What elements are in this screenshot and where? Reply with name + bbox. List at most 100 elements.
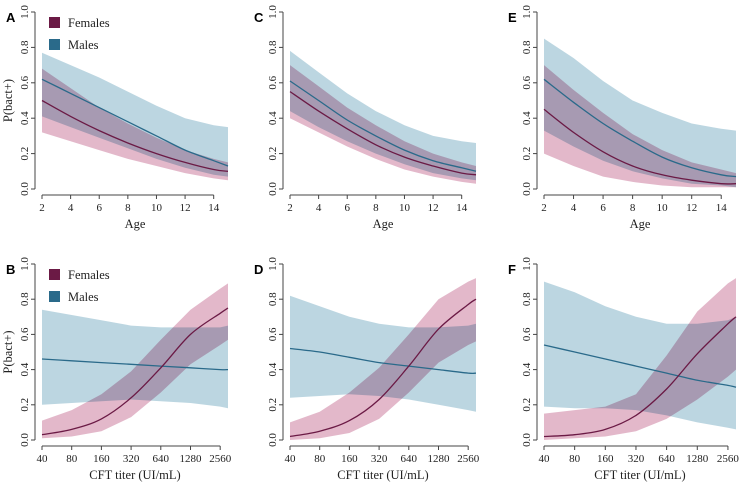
y-tick-label: 1.0 bbox=[19, 257, 31, 271]
y-tick-label: 0.2 bbox=[19, 147, 31, 161]
x-tick-label: 2 bbox=[541, 202, 547, 214]
y-tick-label: 0.2 bbox=[267, 398, 279, 412]
panel-letter: F bbox=[508, 262, 516, 277]
x-tick-label: 4 bbox=[571, 202, 577, 214]
x-tick-label: 4 bbox=[316, 202, 322, 214]
series-line-females bbox=[543, 316, 737, 438]
x-tick-label: 10 bbox=[151, 202, 163, 214]
x-tick-label: 10 bbox=[399, 202, 411, 214]
ci-band-females bbox=[290, 65, 476, 184]
legend-swatch-females bbox=[49, 269, 60, 280]
ci-band-males bbox=[290, 295, 476, 412]
x-tick-label: 40 bbox=[37, 453, 49, 465]
series-line-females bbox=[543, 108, 737, 185]
legend: Females Males bbox=[49, 268, 110, 304]
panel-letter: E bbox=[508, 10, 517, 25]
y-tick-label: 0.6 bbox=[19, 75, 31, 89]
x-tick-label: 14 bbox=[716, 202, 728, 214]
x-tick-label: 2560 bbox=[717, 453, 740, 465]
x-tick-label: 2560 bbox=[457, 453, 480, 465]
y-tick-label: 0.8 bbox=[19, 292, 31, 306]
y-tick-label: 0.8 bbox=[267, 40, 279, 54]
x-tick-label: 1280 bbox=[179, 453, 202, 465]
y-tick-label: 0.6 bbox=[521, 75, 533, 89]
legend-label: Males bbox=[68, 290, 99, 304]
y-axis-title: P(bact+) bbox=[1, 79, 15, 122]
panel-letter: A bbox=[6, 10, 16, 25]
x-tick-label: 2560 bbox=[209, 453, 232, 465]
series-line-females bbox=[41, 307, 229, 436]
ci-band-males bbox=[290, 50, 476, 181]
y-tick-label: 0.0 bbox=[19, 182, 31, 196]
axes-f: 0.0 0.2 0.4 0.6 0.8 1.0 40 80 160 320 640 1280 2560 bbox=[521, 257, 739, 465]
y-tick-label: 0.6 bbox=[267, 327, 279, 341]
series-line-females bbox=[41, 99, 229, 172]
y-axis-title: P(bact+) bbox=[1, 330, 15, 373]
series-line-females bbox=[289, 91, 477, 176]
legend-swatch-males bbox=[49, 291, 60, 302]
y-tick-label: 0.0 bbox=[521, 433, 533, 447]
legend-swatch-males bbox=[49, 39, 60, 50]
y-tick-label: 0.0 bbox=[19, 433, 31, 447]
x-axis-title: Age bbox=[630, 217, 651, 231]
series-line-males bbox=[543, 344, 737, 388]
y-tick-label: 0.0 bbox=[267, 433, 279, 447]
x-tick-label: 1280 bbox=[427, 453, 450, 465]
y-tick-label: 1.0 bbox=[521, 257, 533, 271]
ci-band-females bbox=[42, 68, 228, 181]
x-tick-label: 8 bbox=[125, 202, 131, 214]
series-line-males bbox=[543, 78, 737, 178]
legend-label: Males bbox=[68, 38, 99, 52]
legend-swatch-females bbox=[49, 17, 60, 28]
panel-letter: C bbox=[254, 10, 264, 25]
x-tick-label: 10 bbox=[657, 202, 669, 214]
axes-e: 0.0 0.2 0.4 0.6 0.8 1.0 2 4 6 8 10 12 14 bbox=[521, 5, 727, 214]
panel-b: 0.0 0.2 0.4 0.6 0.8 1.0 40 80 160 320 640 1280 2560 C… bbox=[1, 257, 232, 482]
x-tick-label: 320 bbox=[123, 453, 140, 465]
panel-letter: D bbox=[254, 262, 263, 277]
y-tick-label: 0.4 bbox=[19, 362, 31, 376]
x-tick-label: 640 bbox=[401, 453, 418, 465]
x-tick-label: 160 bbox=[93, 453, 110, 465]
panel-d: 0.0 0.2 0.4 0.6 0.8 1.0 40 80 160 320 640 1280 2560 C… bbox=[254, 257, 480, 482]
y-tick-label: 1.0 bbox=[19, 5, 31, 19]
ci-band-females bbox=[544, 278, 736, 440]
y-tick-label: 0.4 bbox=[521, 111, 533, 125]
x-tick-label: 80 bbox=[569, 453, 581, 465]
legend-label: Females bbox=[68, 268, 110, 282]
ci-band-females bbox=[544, 65, 736, 188]
y-tick-label: 0.6 bbox=[267, 75, 279, 89]
x-tick-label: 4 bbox=[68, 202, 74, 214]
x-tick-label: 640 bbox=[658, 453, 675, 465]
y-tick-label: 1.0 bbox=[267, 257, 279, 271]
y-tick-label: 0.4 bbox=[267, 362, 279, 376]
y-tick-label: 0.6 bbox=[19, 327, 31, 341]
y-tick-label: 0.8 bbox=[267, 292, 279, 306]
legend: Females Males bbox=[49, 16, 110, 52]
series-line-males bbox=[289, 80, 477, 172]
x-tick-label: 12 bbox=[428, 202, 439, 214]
axes-c: 0.0 0.2 0.4 0.6 0.8 1.0 2 4 6 8 10 12 14 bbox=[267, 5, 468, 214]
x-axis-title: Age bbox=[373, 217, 394, 231]
x-tick-label: 640 bbox=[153, 453, 170, 465]
y-tick-label: 0.6 bbox=[521, 327, 533, 341]
x-tick-label: 8 bbox=[630, 202, 636, 214]
x-tick-label: 12 bbox=[180, 202, 191, 214]
x-tick-label: 320 bbox=[371, 453, 388, 465]
ci-band-females bbox=[290, 278, 476, 440]
x-tick-label: 80 bbox=[66, 453, 78, 465]
series-line-males bbox=[41, 358, 229, 371]
y-tick-label: 0.2 bbox=[19, 398, 31, 412]
x-tick-label: 40 bbox=[285, 453, 297, 465]
series-line-males bbox=[41, 78, 229, 167]
y-tick-label: 0.2 bbox=[521, 398, 533, 412]
y-tick-label: 0.0 bbox=[267, 182, 279, 196]
x-tick-label: 160 bbox=[341, 453, 358, 465]
y-tick-label: 1.0 bbox=[267, 5, 279, 19]
axes-b: 0.0 0.2 0.4 0.6 0.8 1.0 40 80 160 320 640 1280 2560 bbox=[19, 257, 232, 465]
x-tick-label: 12 bbox=[686, 202, 697, 214]
x-tick-label: 6 bbox=[344, 202, 350, 214]
axes-d: 0.0 0.2 0.4 0.6 0.8 1.0 40 80 160 320 640 1280 2560 bbox=[267, 257, 480, 465]
x-tick-label: 80 bbox=[314, 453, 326, 465]
